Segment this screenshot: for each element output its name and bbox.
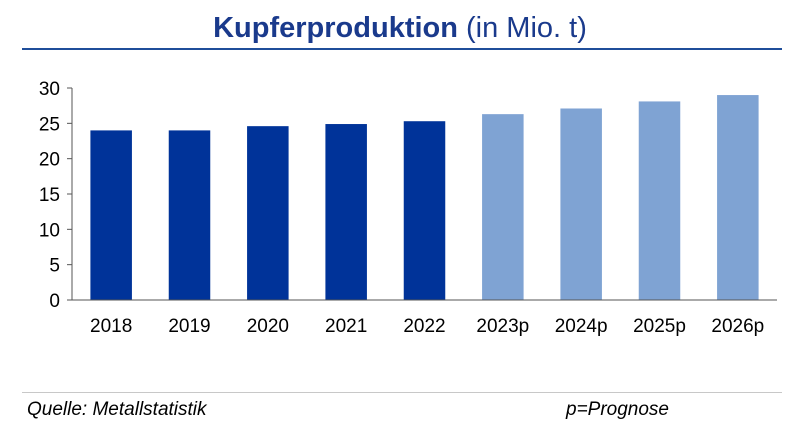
source-note: Quelle: Metallstatistik [27, 399, 207, 420]
bar-2024p [560, 108, 602, 300]
chart-title-main: Kupferproduktion [213, 12, 458, 44]
bar-2026p [717, 95, 759, 300]
x-tick-label: 2022 [403, 316, 445, 337]
bars [90, 95, 759, 300]
x-tick-label: 2023p [476, 316, 529, 337]
y-tick-label: 30 [39, 79, 60, 100]
x-tick-label: 2021 [325, 316, 367, 337]
title-divider [22, 48, 782, 50]
bar-2022 [403, 121, 446, 300]
bar-2018 [90, 130, 132, 300]
x-axis: 2018 2019 2020 2021 2022 2023p 2024p 2025p 2026p [72, 299, 777, 337]
bar-2020 [247, 126, 289, 300]
y-tick-label: 0 [49, 291, 60, 312]
y-tick-label: 25 [39, 114, 60, 135]
bar-2023p [482, 114, 524, 300]
footer-divider [22, 392, 782, 393]
x-tick-label: 2026p [711, 316, 764, 337]
bar-2021 [325, 124, 367, 300]
y-tick-label: 5 [49, 256, 60, 277]
forecast-legend-note: p=Prognose [566, 399, 669, 420]
y-axis: 0 5 10 15 20 25 30 [39, 79, 73, 312]
y-tick-label: 10 [39, 220, 60, 241]
x-tick-label: 2019 [168, 316, 210, 337]
y-tick-label: 20 [39, 150, 60, 171]
chart-title-unit: (in Mio. t) [457, 12, 587, 44]
bar-2019 [168, 130, 211, 300]
bar-2025p [638, 101, 681, 300]
chart-title: Kupferproduktion (in Mio. t) [0, 12, 800, 45]
x-tick-label: 2025p [633, 316, 686, 337]
x-tick-label: 2024p [555, 316, 608, 337]
x-tick-label: 2020 [247, 316, 289, 337]
y-tick-label: 15 [39, 185, 60, 206]
x-tick-label: 2018 [90, 316, 132, 337]
